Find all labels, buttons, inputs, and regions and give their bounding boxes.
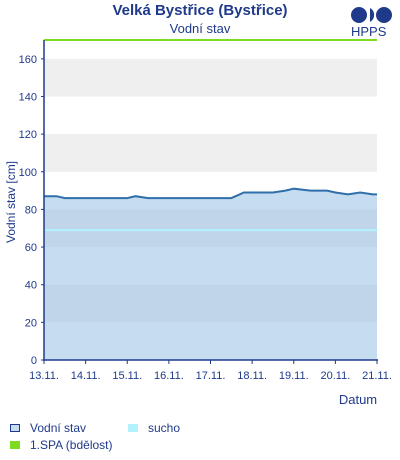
background-band <box>44 58 377 97</box>
x-tick-label: 21.11. <box>362 370 392 382</box>
x-axis-label: Datum <box>339 392 377 407</box>
chart-subtitle: Vodní stav <box>169 21 231 36</box>
y-tick-label: 60 <box>25 242 37 254</box>
chart-title: Velká Bystřice (Bystřice) <box>112 2 288 19</box>
x-tick-label: 17.11. <box>196 370 226 382</box>
y-tick-label: 120 <box>19 129 37 141</box>
x-tick-label: 13.11. <box>29 370 59 382</box>
y-tick-label: 100 <box>19 167 37 179</box>
legend-drought-swatch <box>128 424 138 432</box>
y-tick-label: 20 <box>25 317 37 329</box>
x-tick-label: 15.11. <box>112 370 142 382</box>
y-tick-label: 160 <box>19 54 37 66</box>
water-level-area <box>44 188 377 360</box>
legend-drought: sucho <box>128 421 180 435</box>
x-tick-labels: 13.11. 14.11. 15.11. 16.11. 17.11. 18.11. 19.1… <box>29 360 392 382</box>
x-tick-label: 14.11. <box>71 370 101 382</box>
y-tick-label: 80 <box>25 204 37 216</box>
y-tick-label: 40 <box>25 280 37 292</box>
legend-water-label: Vodní stav <box>30 421 87 435</box>
legend-spa1-swatch <box>10 441 20 449</box>
hpps-logo-icon <box>351 7 392 23</box>
water-level-series-line <box>44 187 377 200</box>
legend-spa1-label: 1.SPA (bdělost) <box>30 438 113 452</box>
y-tick-label: 140 <box>19 91 37 103</box>
y-tick-labels: 0 20 40 60 80 100 120 140 160 <box>19 54 44 367</box>
x-tick-label: 19.11. <box>279 370 309 382</box>
x-tick-label: 20.11. <box>320 370 350 382</box>
background-band <box>44 134 377 172</box>
background-band-inner <box>44 284 377 323</box>
y-axis-label: Vodní stav [cm] <box>4 161 18 243</box>
background-band-inner <box>44 209 377 248</box>
x-tick-label: 18.11. <box>237 370 267 382</box>
y-tick-label: 0 <box>31 355 37 367</box>
logo-text: HPPS <box>351 24 387 39</box>
x-tick-label: 16.11. <box>154 370 184 382</box>
legend-water-level: Vodní stav <box>10 421 86 435</box>
legend-spa1: 1.SPA (bdělost) <box>10 438 113 452</box>
legend-water-swatch <box>10 424 20 432</box>
legend-drought-label: sucho <box>148 421 181 435</box>
